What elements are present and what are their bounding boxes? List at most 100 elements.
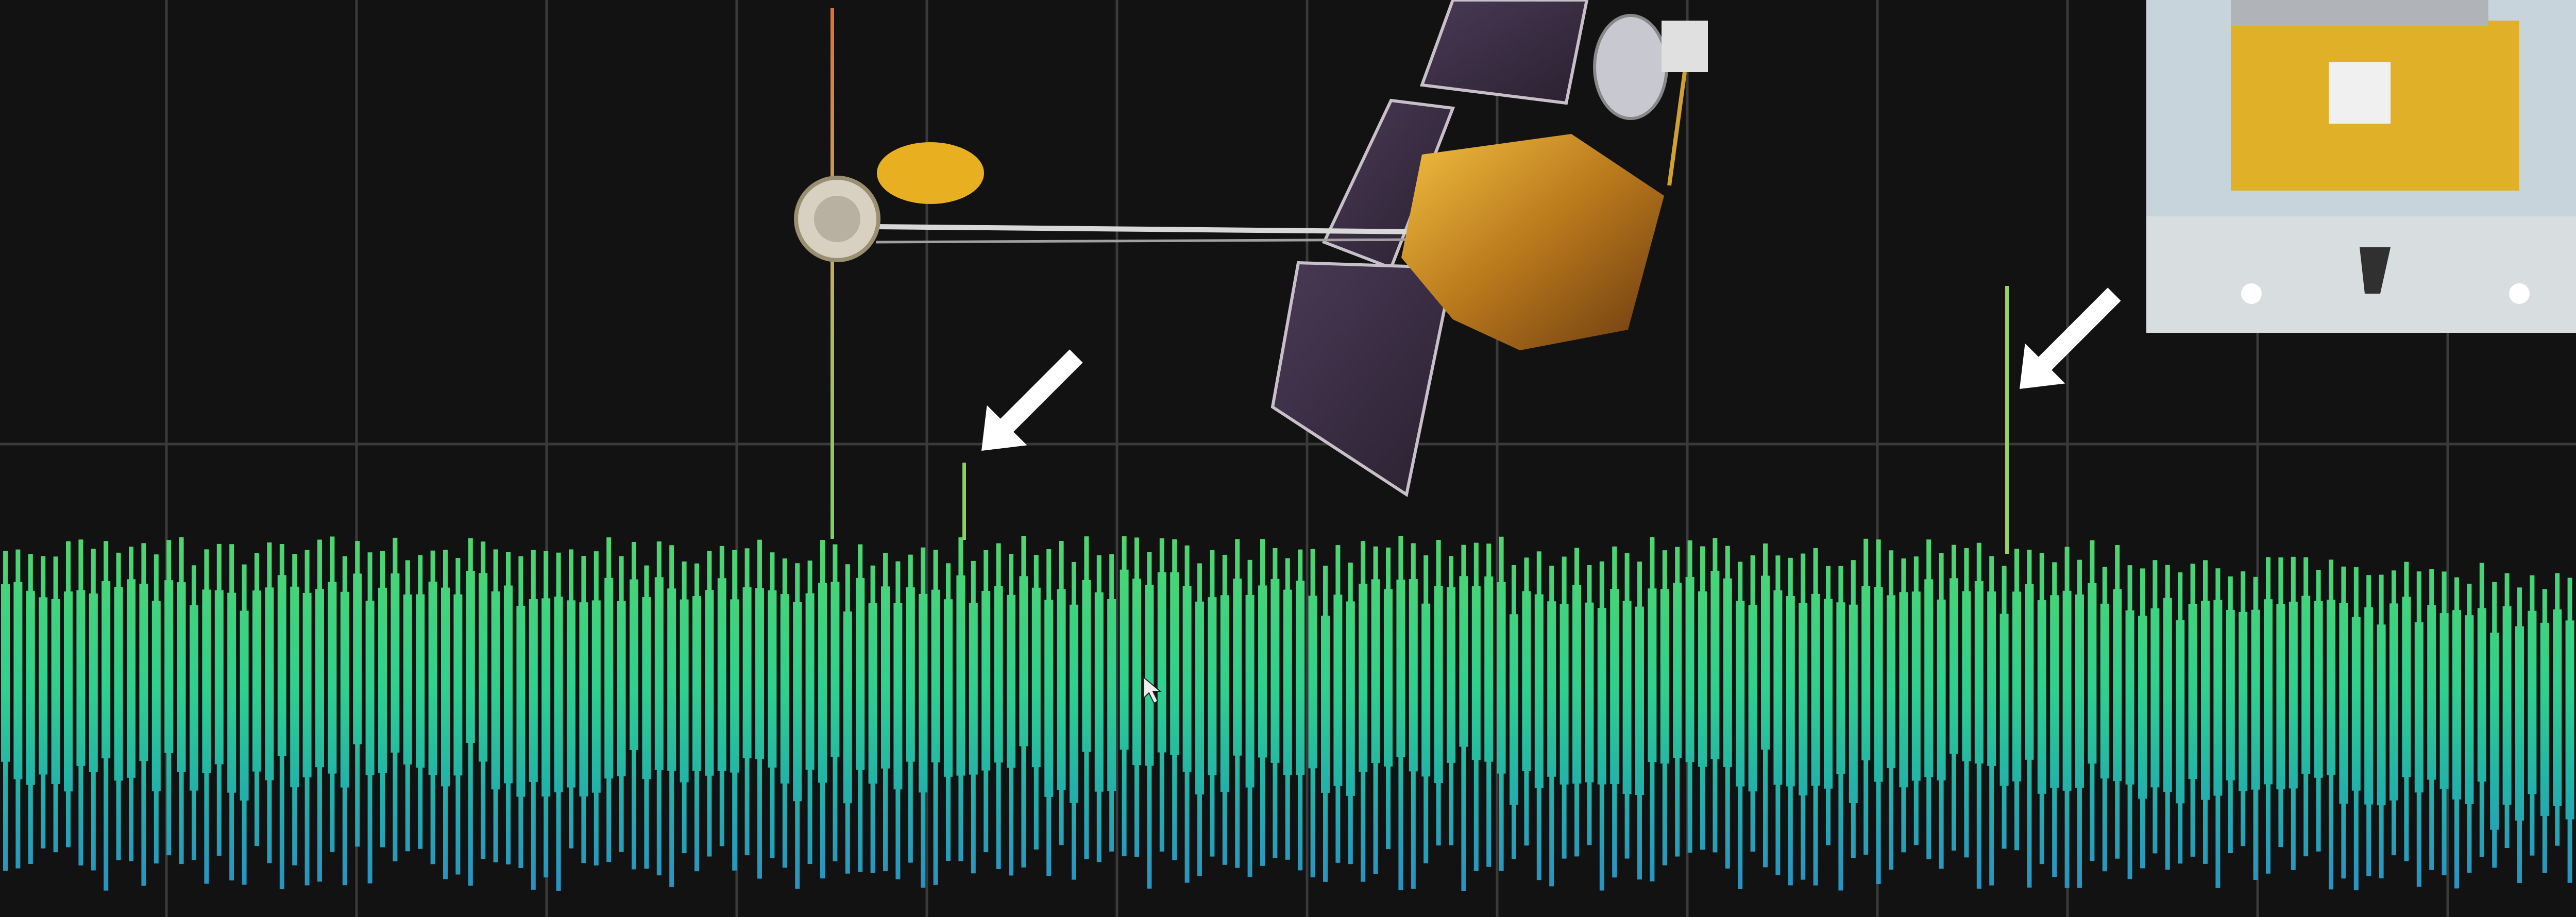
signal-body [2301,596,2311,774]
signal-body [39,597,48,775]
signal-body [127,579,135,778]
signal-body [931,589,940,762]
signal-body [1861,586,1871,760]
signal-body [139,584,148,761]
signal-body [680,599,689,783]
signal-body [2389,603,2398,801]
signal-body [1572,585,1581,784]
peak-line [831,8,834,539]
signal-body [969,603,978,775]
signal-body [2402,597,2411,777]
signal-body [2025,584,2034,760]
signal-body [805,593,815,770]
signal-body [2327,600,2335,775]
signal-body [2050,595,2059,788]
signal-body [1283,589,1292,775]
arrow [2020,287,2121,389]
signal-body [906,587,915,762]
signal-body [365,600,375,775]
signal-body [2062,590,2072,791]
signal-body [1773,590,1783,785]
signal-body [780,594,789,784]
signal-body [1421,603,1431,777]
signal-body [1057,589,1066,790]
signal-body [2553,609,2562,806]
signal-body [1761,575,1770,750]
signal-body [1748,605,1757,792]
signal-body [2125,610,2134,785]
signal-body [554,597,563,792]
signal-body [768,590,777,768]
signal-body [818,583,827,783]
signal-body [705,590,714,776]
signal [1,536,2574,891]
signal-body [265,587,274,780]
signal-body [2037,600,2046,794]
signal-body [416,594,425,768]
signal-body [1182,586,1192,772]
signal-body [1962,591,1971,761]
signal-body [1220,595,1229,792]
signal-body [2339,603,2348,804]
signal-body [1270,579,1280,763]
signal-body [1459,576,1468,747]
signal-body [1974,581,1984,764]
signal-body [340,591,349,788]
signal-body [2264,599,2273,785]
signal-body [1132,579,1141,766]
signal-body [630,579,638,750]
signal-body [1585,602,1594,783]
signal-body [290,586,299,788]
signal-body [1170,572,1179,755]
signal-body [2088,583,2097,764]
signal-body [919,593,928,793]
signal-body [1987,591,1996,766]
signal-body [1396,580,1405,758]
signal-body [1471,586,1481,760]
signal-body [1911,591,1921,781]
cursor [1143,676,1162,704]
signal-body [567,600,575,788]
signal-body [730,599,739,773]
signal-body [1044,600,1054,797]
signal-body [654,577,664,770]
signal-body [1635,606,1644,795]
signal-body [2364,607,2374,805]
signal-body [994,586,1003,763]
signal-body [1195,601,1204,795]
signal-body [1484,576,1494,762]
signal-body [252,590,261,772]
signal-body [328,582,337,774]
signal-body [1597,608,1606,785]
signal-body [742,587,752,758]
signal-body [692,596,701,771]
signal-body [2465,615,2474,804]
signal-body [1698,591,1707,767]
signal-body [315,589,324,768]
signal-body [1359,584,1368,772]
signal-body [717,578,726,771]
signal-body [2251,609,2260,790]
signal-body [2427,605,2436,780]
signal-body [240,610,249,801]
signal-body [1120,569,1129,750]
signal-body [177,582,186,772]
signal-body [2239,612,2248,791]
signal-body [2439,613,2449,789]
signal-body [1710,571,1720,759]
signal-body [2201,601,2210,800]
signal-body [1799,603,1808,796]
signal-body [956,575,965,776]
signal-body [2528,610,2537,794]
signal-body [1924,579,1934,777]
signal-body [2138,616,2147,799]
signal-body [227,592,236,793]
signal-body [2012,591,2021,782]
signal-body [2113,589,2122,782]
signal-body [1937,599,1946,780]
signal-body [2540,622,2549,816]
signal-body [2314,601,2323,778]
signal-body [491,591,500,790]
